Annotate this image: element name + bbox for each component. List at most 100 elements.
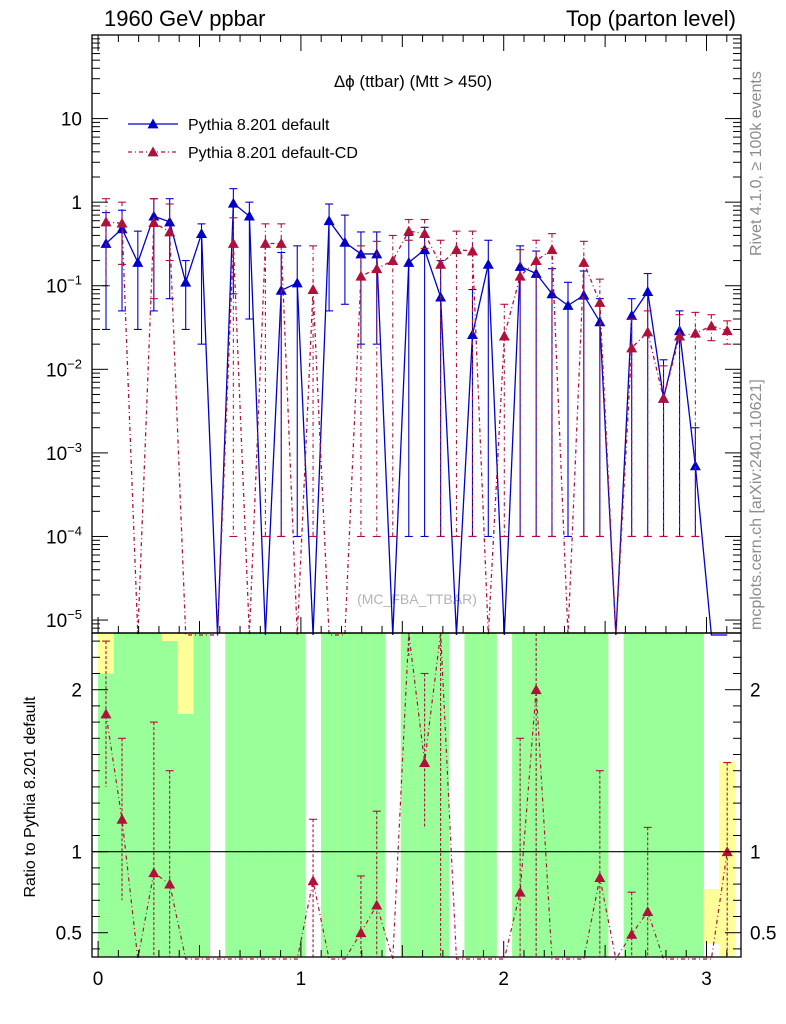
data-point [498,330,510,341]
y-tick-label: 1 [71,193,82,214]
data-point [482,258,494,269]
header-right: Top (parton level) [566,6,736,31]
band-inner-bin [559,633,577,957]
legend-marker [147,118,159,129]
band-inner-bin [241,633,258,957]
y-tick-label: 10−1 [46,273,82,298]
data-point [100,216,112,227]
data-point [466,245,478,256]
data-point [594,316,606,327]
data-point [546,288,558,299]
ratio-point [626,928,638,939]
data-point [227,238,239,248]
band-inner-bin [575,633,593,957]
ratio-y-tick-label: 0.5 [56,924,82,945]
data-point [705,320,717,331]
data-point [116,223,128,234]
data-point [387,255,399,265]
legend-marker [147,146,159,157]
data-point [594,297,606,307]
data-point [450,244,462,255]
data-point [196,228,208,239]
ratio-point [307,875,319,886]
x-tick-label: 3 [701,969,712,990]
band-inner-bin [225,633,242,957]
data-point [514,260,526,271]
ratio-point [100,708,112,719]
data-point [403,256,415,267]
band-inner-bin [671,633,689,957]
band-inner-bin [273,633,290,957]
ratio-point [371,899,383,910]
ratio-y-tick-label: 2 [71,681,82,702]
data-point [180,276,192,287]
band-inner-bin [591,633,609,957]
band-inner-bin [543,633,561,957]
series-1 [100,188,728,636]
ratio-y-tick-label-right: 0.5 [750,924,776,945]
band-inner-bin [368,633,386,957]
band-inner-bin [97,673,115,957]
data-point [562,300,574,310]
data-point [132,256,144,267]
ratio-point [355,927,367,938]
legend: Pythia 8.201 default Pythia 8.201 default… [128,117,358,162]
data-point [674,325,686,336]
data-point [275,284,287,295]
data-point [275,238,287,248]
data-point [323,215,335,226]
ratio-y-tick-label-right: 2 [750,681,761,702]
ratio-point [721,846,733,857]
data-point [689,460,701,471]
data-point [530,255,542,265]
legend-label: Pythia 8.201 default [188,117,330,134]
data-point [674,330,686,341]
ratio-point [148,867,160,878]
ratio-point [594,872,606,883]
data-point [148,210,160,221]
data-point [403,225,415,236]
data-point [530,268,542,278]
ratio-point [530,684,542,695]
series-2 [100,198,733,636]
data-point [658,392,670,403]
band-inner-bin [336,633,354,957]
band-inner-bin [639,633,657,957]
data-point [148,217,160,227]
ratio-point [419,757,431,767]
y-tick-label: 10−3 [46,440,82,465]
band-inner-bin [464,633,481,957]
chart-title: Δϕ (ttbar) (Mtt > 450) [334,72,492,91]
data-point [578,256,590,267]
series-line [105,221,728,636]
y-tick-label: 10−4 [46,523,82,548]
data-point [721,325,733,336]
band-outer-bin [703,888,720,945]
ratio-point [116,813,128,824]
x-tick-label: 2 [498,969,509,990]
band-inner-bin [129,633,147,957]
data-point [291,277,303,288]
y-tick-label: 10 [61,110,82,131]
ratio-y-tick-label: 1 [71,843,82,864]
data-point [371,263,383,274]
y-tick-label: 10−5 [46,607,82,632]
band-inner-bin [623,633,641,957]
data-point [642,286,654,297]
band-inner-bin [193,633,211,957]
band-inner-bin [177,714,195,957]
ratio-bands [97,633,736,957]
ratio-series [100,632,733,961]
x-tick-label: 1 [296,969,307,990]
data-point [307,284,319,294]
data-point [227,197,239,208]
band-inner-bin [257,633,274,957]
watermark: (MC_FBA_TTBAR) [357,591,477,607]
band-inner-bin [480,633,497,957]
data-point [514,270,526,281]
ratio-point [164,878,176,889]
data-point [339,236,351,247]
data-point [259,238,271,248]
data-point [419,228,431,239]
